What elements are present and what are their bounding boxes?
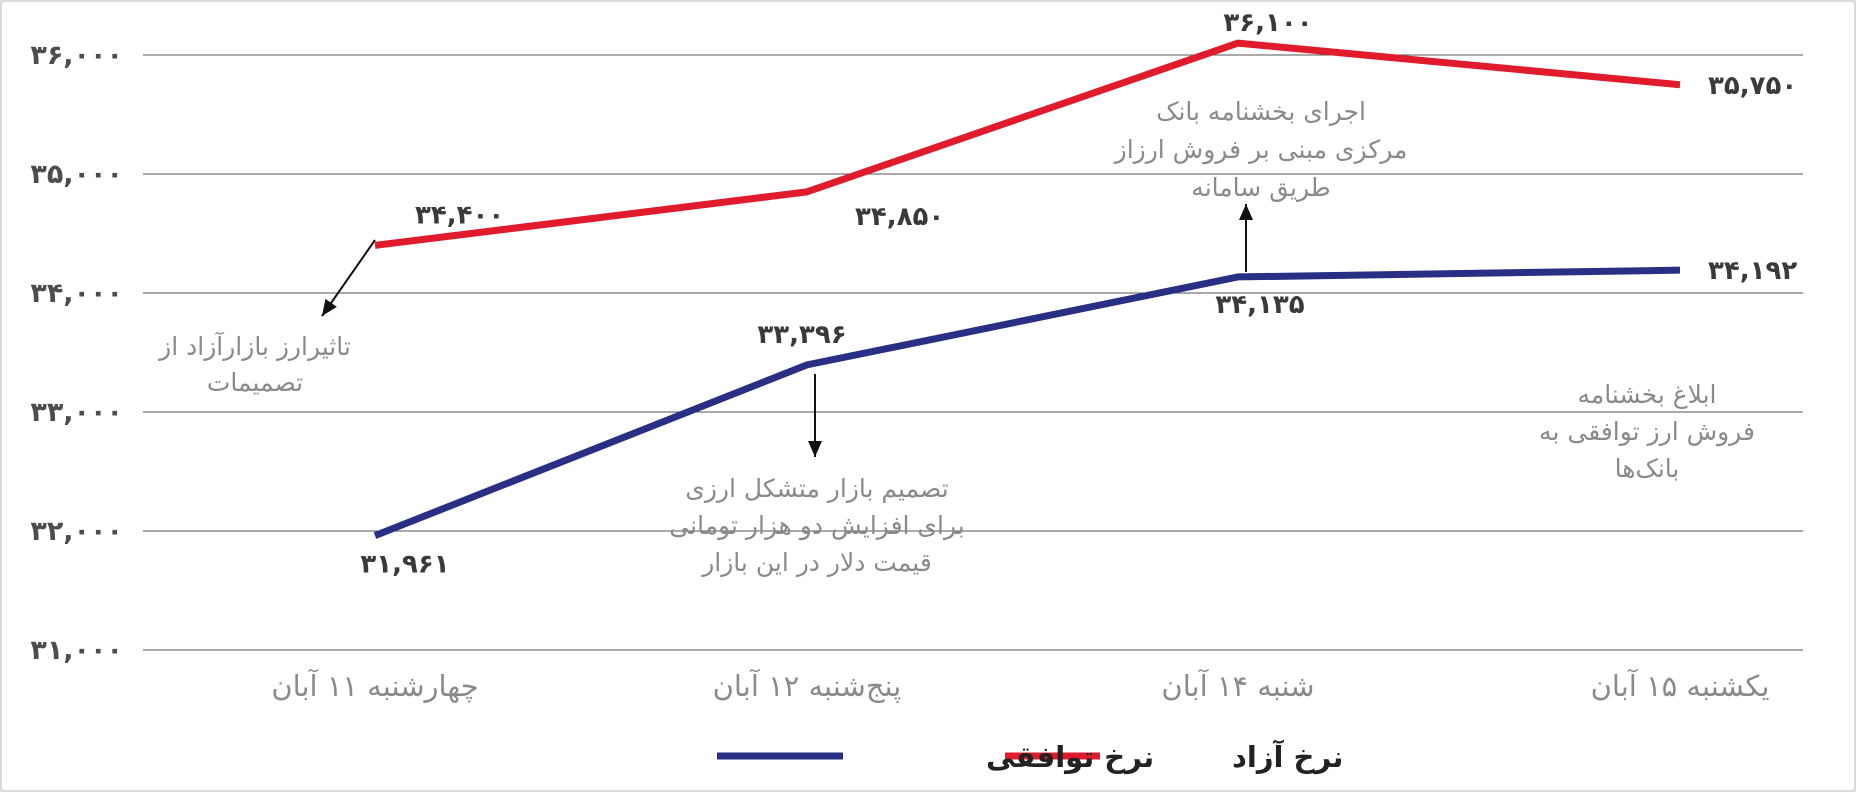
x-tick-label: شنبه ۱۴ آبان bbox=[1161, 668, 1314, 703]
gridlines bbox=[143, 54, 1803, 651]
data-label: ۳۴,۱۳۵ bbox=[1215, 290, 1304, 320]
legend-label: نرخ آزاد bbox=[1232, 739, 1343, 774]
data-label: ۳۶,۱۰۰ bbox=[1223, 8, 1312, 38]
annotation-text: بانک‌ها bbox=[1615, 454, 1680, 483]
data-label: ۳۵,۷۵۰ bbox=[1708, 71, 1797, 101]
annotation-text: تصمیمات bbox=[207, 368, 303, 397]
x-tick-label: یکشنبه ۱۵ آبان bbox=[1591, 668, 1770, 703]
arrow-head bbox=[808, 441, 822, 457]
x-axis-ticks: چهارشنبه ۱۱ آبان پنج‌شنبه ۱۲ آبان شنبه ۱۴ … bbox=[271, 668, 1769, 704]
annotation-text: قیمت دلار در این بازار bbox=[700, 548, 932, 577]
data-label: ۳۴,۸۵۰ bbox=[855, 202, 944, 232]
series-line-free-rate bbox=[374, 39, 1681, 249]
annotations: تاثیرارز بازارآزاد از تصمیمات تصمیم بازار … bbox=[157, 97, 1755, 577]
data-label: ۳۴,۴۰۰ bbox=[415, 200, 504, 230]
series-lines bbox=[373, 39, 1681, 539]
data-label: ۳۳,۳۹۶ bbox=[757, 320, 846, 350]
annotation-text: اجرای بخشنامه بانک bbox=[1156, 97, 1366, 126]
x-tick-label: چهارشنبه ۱۱ آبان bbox=[271, 668, 478, 703]
y-tick-label: ۳۶,۰۰۰ bbox=[30, 40, 123, 71]
y-axis-ticks: ۳۱,۰۰۰ ۳۲,۰۰۰ ۳۳,۰۰۰ ۳۴,۰۰۰ ۳۵,۰۰۰ ۳۶,۰۰۰ bbox=[30, 40, 123, 666]
data-labels: ۳۴,۴۰۰ ۳۴,۸۵۰ ۳۶,۱۰۰ ۳۵,۷۵۰ ۳۱,۹۶۱ ۳۳,۳۹۶ ۳۴,۱… bbox=[360, 8, 1797, 580]
y-tick-label: ۳۲,۰۰۰ bbox=[30, 516, 123, 547]
y-tick-label: ۳۱,۰۰۰ bbox=[30, 635, 123, 666]
annotation-text: طریق سامانه bbox=[1191, 173, 1330, 202]
annotation-text: مرکزی مبنی بر فروش ارزاز bbox=[1113, 135, 1408, 165]
y-tick-label: ۳۵,۰۰۰ bbox=[30, 159, 123, 190]
data-label: ۳۴,۱۹۲ bbox=[1708, 256, 1797, 286]
series-line-agreed-rate bbox=[373, 266, 1681, 539]
arrow-head bbox=[1239, 204, 1253, 220]
annotation-text: برای افزایش دو هزار تومانی bbox=[669, 511, 964, 541]
annotation-text: ابلاغ بخشنامه bbox=[1577, 380, 1716, 409]
arrow-head bbox=[322, 298, 337, 316]
annotation-text: تصمیم بازار متشکل ارزی bbox=[685, 474, 948, 504]
y-tick-label: ۳۴,۰۰۰ bbox=[30, 278, 123, 309]
data-label: ۳۱,۹۶۱ bbox=[360, 550, 449, 580]
legend-label: نرخ توافقی bbox=[986, 740, 1154, 774]
y-tick-label: ۳۳,۰۰۰ bbox=[30, 397, 123, 428]
legend: نرخ آزاد نرخ توافقی bbox=[717, 739, 1343, 774]
annotation-text: تاثیرارز بازارآزاد از bbox=[157, 331, 351, 361]
annotation-text: فروش ارز توافقی به bbox=[1539, 417, 1755, 447]
x-tick-label: پنج‌شنبه ۱۲ آبان bbox=[713, 668, 902, 704]
